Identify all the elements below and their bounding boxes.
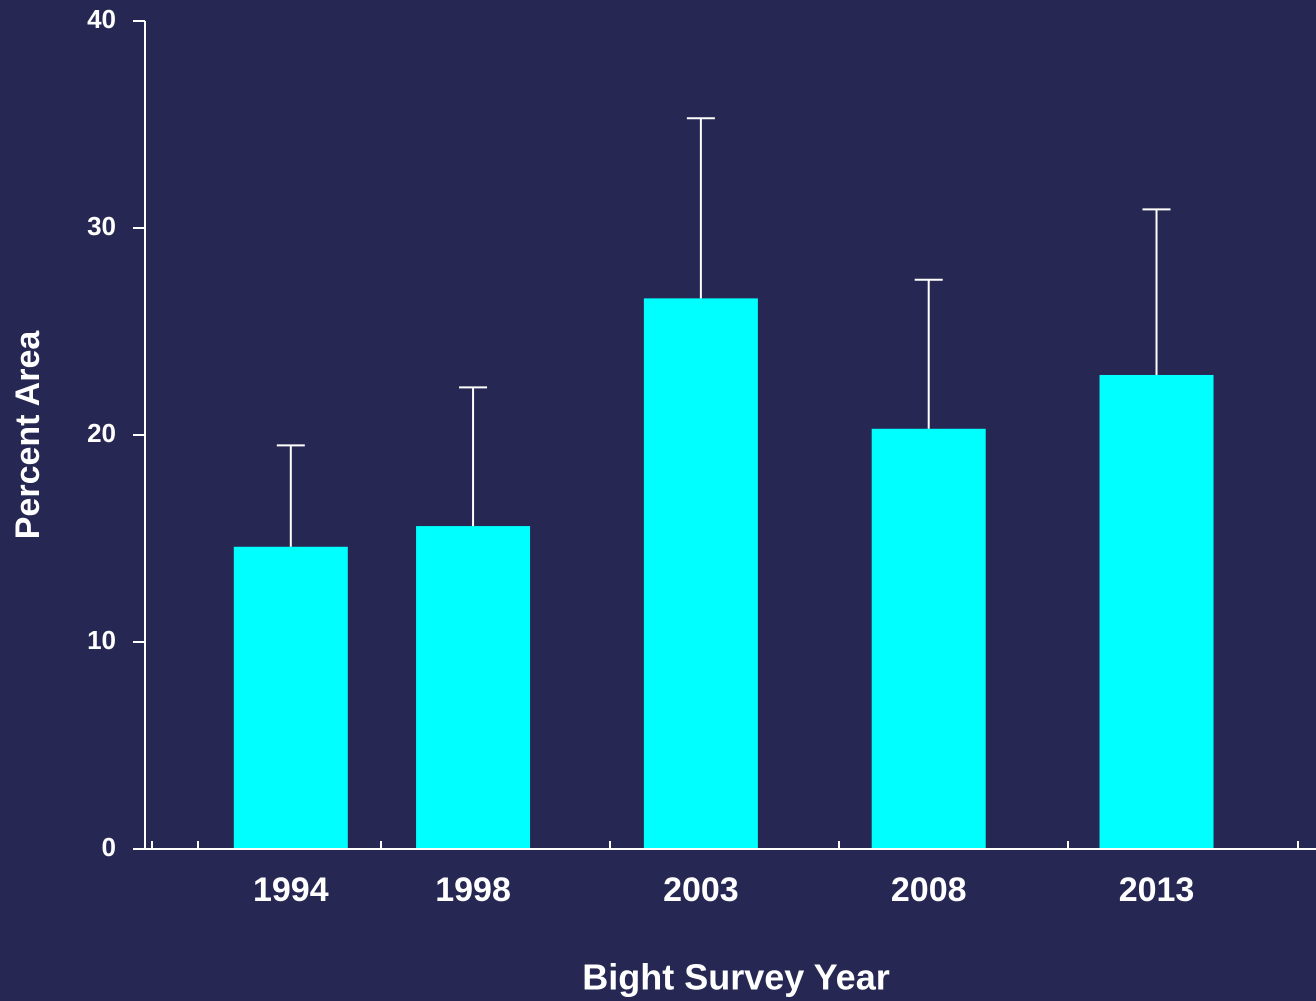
x-tick-label: 2008 (891, 871, 967, 909)
bar (871, 428, 986, 849)
y-tick-label: 0 (102, 832, 116, 862)
y-axis-title: Percent Area (9, 330, 47, 540)
x-tick-label: 2003 (663, 871, 739, 909)
bar (233, 546, 348, 849)
y-tick-label: 20 (87, 418, 116, 448)
boundary-ticks (151, 841, 1299, 849)
bar (1099, 374, 1214, 849)
y-tick-label: 30 (87, 211, 116, 241)
y-tick-label: 40 (87, 4, 116, 34)
x-axis-title: Bight Survey Year (582, 957, 889, 998)
x-tick-label: 1998 (435, 871, 511, 909)
x-tick-label: 2013 (1119, 871, 1195, 909)
bar (643, 298, 758, 849)
y-tick-label: 10 (87, 625, 116, 655)
bar (416, 526, 531, 849)
x-tick-label: 1994 (253, 871, 329, 909)
